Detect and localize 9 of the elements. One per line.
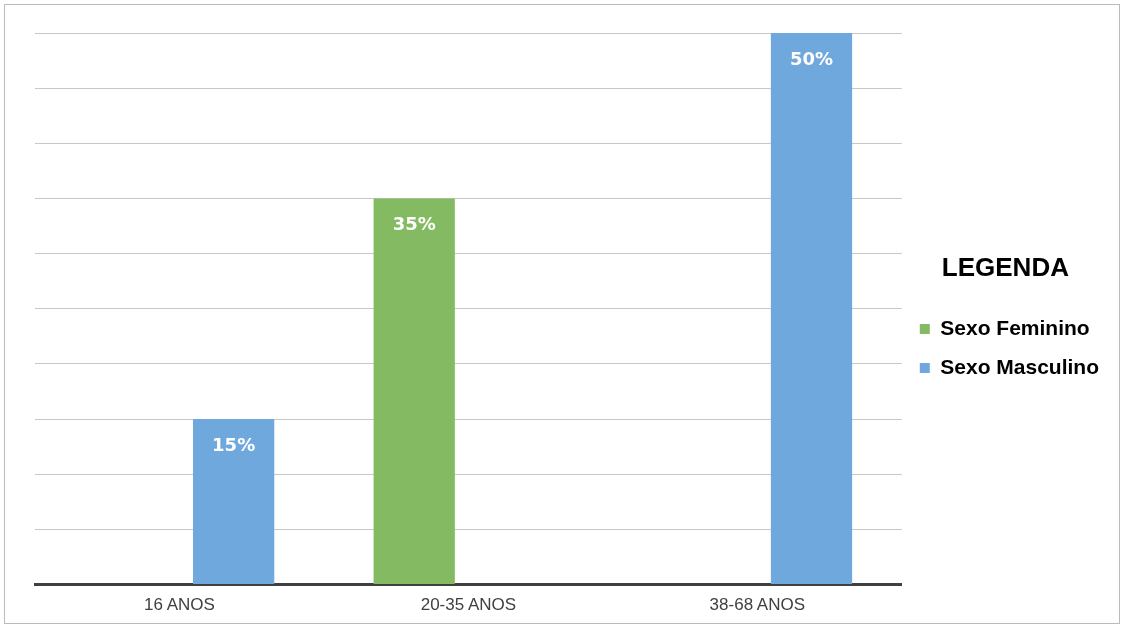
legend-title: LEGENDA	[941, 251, 1070, 282]
data-label: 50%	[789, 47, 834, 69]
data-label: 35%	[392, 213, 436, 235]
x-tick-label: 16 ANOS	[144, 595, 215, 615]
x-tick-label: 38-68 ANOS	[709, 595, 806, 615]
x-tick-label: 20-35 ANOS	[420, 595, 517, 615]
data-label: 15%	[212, 433, 256, 455]
legend-label: Sexo Feminino	[940, 315, 1090, 339]
legend-label: Sexo Masculino	[940, 354, 1100, 378]
